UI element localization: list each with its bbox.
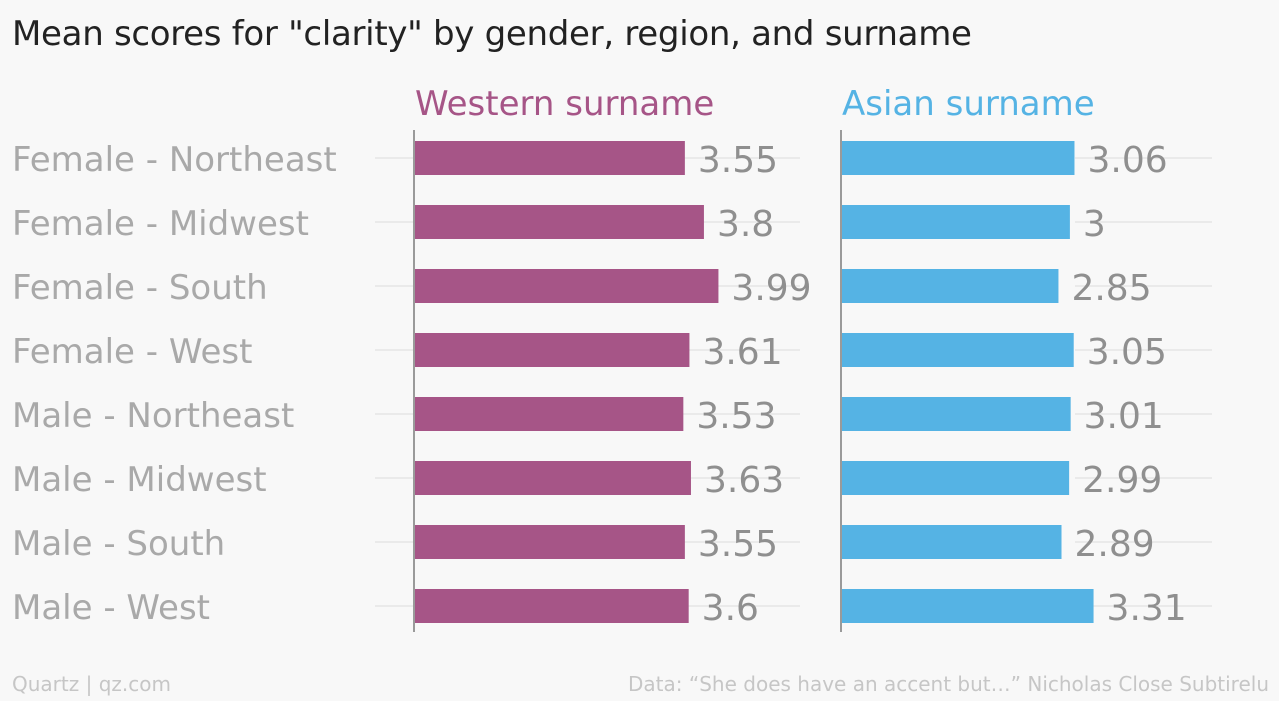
data-label: 3.61 — [702, 332, 782, 373]
bar — [414, 525, 685, 559]
bar — [414, 141, 685, 175]
bar — [414, 461, 691, 495]
data-label: 3.01 — [1084, 396, 1164, 437]
category-label: Male - South — [12, 524, 225, 564]
series-label: Western surname — [415, 84, 714, 124]
bar — [841, 397, 1071, 431]
bar — [414, 397, 684, 431]
data-label: 3.63 — [704, 460, 784, 501]
data-label: 2.85 — [1071, 268, 1151, 309]
data-label: 3.53 — [696, 396, 776, 437]
bar — [414, 333, 690, 367]
bar — [841, 141, 1075, 175]
footer-source-right: Data: “She does have an accent but…” Nic… — [628, 672, 1269, 696]
data-label: 3.55 — [698, 524, 778, 565]
bar — [841, 525, 1062, 559]
category-label: Female - South — [12, 268, 268, 308]
data-label: 3 — [1083, 204, 1106, 245]
data-label: 3.31 — [1107, 588, 1187, 629]
category-label: Female - Northeast — [12, 140, 337, 180]
bar — [414, 269, 719, 303]
footer-source-left: Quartz | qz.com — [12, 672, 171, 696]
data-label: 3.55 — [698, 140, 778, 181]
category-label: Female - West — [12, 332, 252, 372]
bar — [841, 269, 1059, 303]
data-label: 3.6 — [702, 588, 759, 629]
bar — [841, 333, 1074, 367]
bar — [841, 205, 1070, 239]
data-label: 3.05 — [1087, 332, 1167, 373]
category-label: Male - Northeast — [12, 396, 294, 436]
series-label: Asian surname — [842, 84, 1095, 124]
category-label: Male - West — [12, 588, 210, 628]
data-label: 3.8 — [717, 204, 774, 245]
bar — [841, 589, 1094, 623]
data-label: 3.99 — [731, 268, 811, 309]
chart-title: Mean scores for "clarity" by gender, reg… — [12, 14, 972, 54]
category-label: Female - Midwest — [12, 204, 309, 244]
bar — [414, 205, 704, 239]
category-label: Male - Midwest — [12, 460, 267, 500]
data-label: 2.99 — [1082, 460, 1162, 501]
bar — [841, 461, 1070, 495]
data-label: 3.06 — [1087, 140, 1167, 181]
data-label: 2.89 — [1075, 524, 1155, 565]
bar — [414, 589, 689, 623]
